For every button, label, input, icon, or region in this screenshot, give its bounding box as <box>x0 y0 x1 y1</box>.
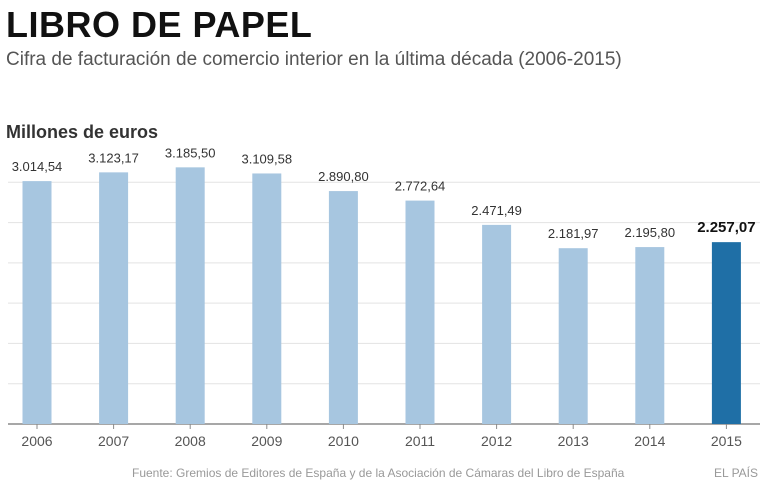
source-note: Fuente: Gremios de Editores de España y … <box>132 466 625 480</box>
x-tick-label-2011: 2011 <box>405 433 435 449</box>
bar-2006 <box>22 181 52 424</box>
bar-2009 <box>252 173 282 424</box>
value-labels: 3.014,54 3.123,17 3.185,50 3.109,58 2.890,80… <box>12 145 756 241</box>
bar-2008 <box>175 167 205 424</box>
value-label-2014: 2.195,80 <box>624 225 675 240</box>
x-tick-label-2013: 2013 <box>558 433 589 449</box>
gridlines <box>8 181 760 425</box>
value-label-2006: 3.014,54 <box>12 159 63 174</box>
x-tick-label-2007: 2007 <box>98 433 129 449</box>
bar-2014 <box>635 247 665 424</box>
x-tick-label-2008: 2008 <box>175 433 206 449</box>
bar-2012 <box>482 224 512 424</box>
value-label-2007: 3.123,17 <box>88 150 139 165</box>
bars <box>22 167 741 424</box>
x-tick-label-2009: 2009 <box>251 433 282 449</box>
bar-2007 <box>99 172 129 424</box>
bar-2010 <box>328 191 358 424</box>
bar-2013 <box>558 248 588 424</box>
unit-label: Millones de euros <box>6 122 159 142</box>
chart-title: LIBRO DE PAPEL <box>6 4 313 45</box>
value-label-2008: 3.185,50 <box>165 145 216 160</box>
value-label-2015: 2.257,07 <box>697 219 755 236</box>
bar-2011 <box>405 200 435 424</box>
value-label-2013: 2.181,97 <box>548 226 599 241</box>
x-axis-ticks: 2006 2007 2008 2009 2010 2011 2012 2013 2014 2015 <box>21 424 742 449</box>
credit-note: EL PAÍS <box>714 466 759 480</box>
x-tick-label-2012: 2012 <box>481 433 512 449</box>
bar-2015 <box>711 242 741 424</box>
value-label-2010: 2.890,80 <box>318 169 369 184</box>
value-label-2011: 2.772,64 <box>395 179 446 194</box>
chart-subtitle: Cifra de facturación de comercio interio… <box>6 49 622 70</box>
x-tick-label-2015: 2015 <box>711 433 742 449</box>
x-tick-label-2006: 2006 <box>21 433 52 449</box>
value-label-2009: 3.109,58 <box>241 151 292 166</box>
x-tick-label-2010: 2010 <box>328 433 359 449</box>
x-tick-label-2014: 2014 <box>634 433 665 449</box>
value-label-2012: 2.471,49 <box>471 203 522 218</box>
